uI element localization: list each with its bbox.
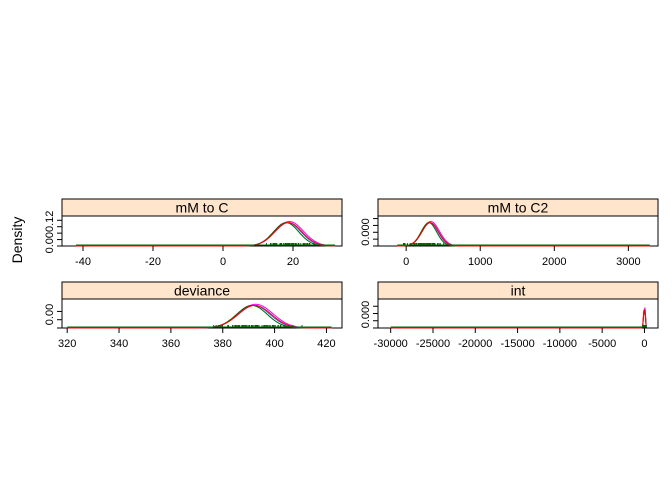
panel-mM_to_C2: mM to C2 0 1000 2000 3000 0.000 bbox=[360, 198, 659, 268]
density-curve-int-chain-4 bbox=[390, 309, 647, 329]
x-tick-label-mM_to_C2: 2000 bbox=[542, 256, 566, 268]
density-curve-int-chain-1 bbox=[390, 308, 647, 329]
density-curve-mM_to_C-chain-2 bbox=[76, 220, 336, 247]
x-tick-label-deviance: 360 bbox=[162, 338, 180, 350]
x-tick-label-int: -5000 bbox=[588, 338, 616, 350]
density-curve-deviance-chain-2 bbox=[67, 303, 332, 329]
strip-label-int: int bbox=[511, 283, 526, 299]
density-curve-mM_to_C-chain-4 bbox=[76, 222, 336, 247]
x-tick-label-mM_to_C: -20 bbox=[145, 256, 161, 268]
x-tick-label-int: -20000 bbox=[458, 338, 492, 350]
x-tick-label-int: -30000 bbox=[374, 338, 408, 350]
x-tick-label-deviance: 420 bbox=[317, 338, 335, 350]
strip-label-deviance: deviance bbox=[174, 283, 230, 299]
density-curve-int-chain-2 bbox=[390, 307, 647, 329]
x-tick-label-deviance: 400 bbox=[265, 338, 283, 350]
y-axis-label: Density bbox=[9, 217, 25, 264]
density-curve-deviance-chain-4 bbox=[67, 304, 332, 329]
x-tick-label-mM_to_C: -40 bbox=[75, 256, 91, 268]
x-tick-label-mM_to_C2: 1000 bbox=[468, 256, 492, 268]
panel-deviance: deviance 320 340 360 380 400 420 0.00 bbox=[44, 281, 343, 350]
density-curve-mM_to_C2-chain-4 bbox=[397, 222, 650, 247]
y-tick-label-mM_to_C: 0.000.12 bbox=[44, 211, 56, 254]
x-tick-label-deviance: 320 bbox=[58, 338, 76, 350]
x-tick-label-int: 0 bbox=[641, 338, 647, 350]
strip-label-mM_to_C2: mM to C2 bbox=[488, 200, 549, 216]
density-curve-int-chain-3 bbox=[390, 309, 647, 329]
plot-frame-mM_to_C2 bbox=[377, 215, 659, 247]
density-curve-mM_to_C2-chain-2 bbox=[397, 220, 650, 247]
panels-group: mM to C -40 -20 0 20 0.000.12 mM to C2 0 1000 200… bbox=[44, 198, 659, 350]
y-tick-label-mM_to_C2: 0.000 bbox=[360, 218, 372, 246]
strip-label-mM_to_C: mM to C bbox=[176, 200, 229, 216]
density-curve-deviance-chain-1 bbox=[67, 304, 332, 329]
panel-int: int -30000 -25000 -20000 -15000 -10000 -5000 0 0… bbox=[360, 281, 659, 350]
plot-frame-int bbox=[377, 298, 659, 329]
x-tick-label-int: -25000 bbox=[416, 338, 450, 350]
x-tick-label-int: -15000 bbox=[500, 338, 534, 350]
y-tick-label-int: 0.000 bbox=[360, 301, 372, 329]
x-tick-label-mM_to_C: 0 bbox=[220, 256, 226, 268]
density-curve-deviance-chain-3 bbox=[67, 304, 332, 329]
x-tick-label-deviance: 380 bbox=[214, 338, 232, 350]
panel-mM_to_C: mM to C -40 -20 0 20 0.000.12 bbox=[44, 198, 343, 268]
x-tick-label-mM_to_C2: 3000 bbox=[616, 256, 640, 268]
x-tick-label-mM_to_C: 20 bbox=[287, 256, 299, 268]
x-tick-label-deviance: 340 bbox=[110, 338, 128, 350]
x-tick-label-mM_to_C2: 0 bbox=[403, 256, 409, 268]
y-tick-label-deviance: 0.00 bbox=[44, 304, 56, 325]
x-tick-label-int: -10000 bbox=[543, 338, 577, 350]
plot-frame-deviance bbox=[61, 298, 343, 329]
